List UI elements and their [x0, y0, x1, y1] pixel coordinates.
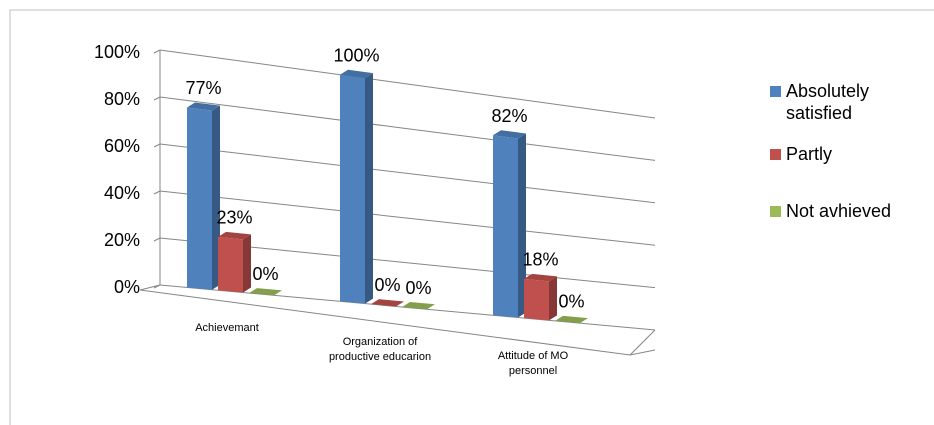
data-label: 0% — [558, 292, 584, 312]
bar — [218, 236, 243, 293]
bar-side — [549, 276, 557, 321]
bar-top — [402, 302, 435, 310]
y-tick-label: 20% — [104, 230, 140, 250]
x-tick-label: Attitude of MO personnel — [497, 349, 569, 377]
legend-swatch — [770, 149, 781, 160]
data-label: 18% — [522, 250, 558, 270]
bar-top — [524, 273, 557, 282]
data-label: 100% — [333, 45, 379, 65]
y-tick-label: 100% — [94, 42, 140, 62]
legend-label: Not avhieved — [786, 201, 892, 221]
legend-label: Partly — [786, 144, 833, 164]
bar-top — [249, 288, 282, 296]
data-label: 77% — [185, 78, 221, 98]
bar-side — [243, 234, 251, 293]
bar-top — [555, 315, 588, 324]
tick-mark — [153, 284, 161, 289]
legend-swatch — [770, 86, 781, 97]
y-tick-label: 40% — [104, 183, 140, 203]
tick-mark — [153, 237, 161, 242]
data-label: 0% — [374, 275, 400, 295]
bar — [187, 107, 212, 290]
grid-line — [159, 96, 656, 161]
floor — [139, 284, 656, 356]
tick-mark — [153, 49, 161, 54]
bar — [524, 278, 549, 321]
x-tick-label: Organization of productive educarion — [328, 336, 432, 363]
legend-swatch — [770, 206, 781, 217]
bar — [493, 135, 518, 318]
data-label: 82% — [491, 106, 527, 126]
x-tick-label: Achievemant — [195, 322, 259, 335]
bar-top — [493, 130, 526, 139]
bar-side — [518, 133, 526, 318]
bar-top — [187, 102, 220, 111]
bar-side — [365, 73, 373, 304]
data-label: 0% — [252, 264, 278, 284]
grid-line — [159, 143, 656, 204]
tick-mark — [153, 190, 161, 195]
tick-mark — [153, 143, 161, 148]
chart-frame — [9, 9, 934, 425]
bar-top — [218, 231, 251, 240]
grid-line — [159, 190, 656, 246]
data-label: 0% — [405, 278, 431, 298]
y-tick-label: 0% — [114, 277, 140, 297]
tick-mark — [153, 96, 161, 101]
bar — [340, 74, 365, 304]
y-tick-label: 60% — [104, 136, 140, 156]
data-label: 23% — [216, 208, 252, 228]
y-tick-label: 80% — [104, 89, 140, 109]
floor-side — [629, 329, 656, 356]
bar-top — [371, 299, 404, 307]
legend-label: Absolutely satisfied — [786, 81, 870, 123]
bar-top — [340, 69, 373, 79]
grid-line — [159, 49, 656, 119]
